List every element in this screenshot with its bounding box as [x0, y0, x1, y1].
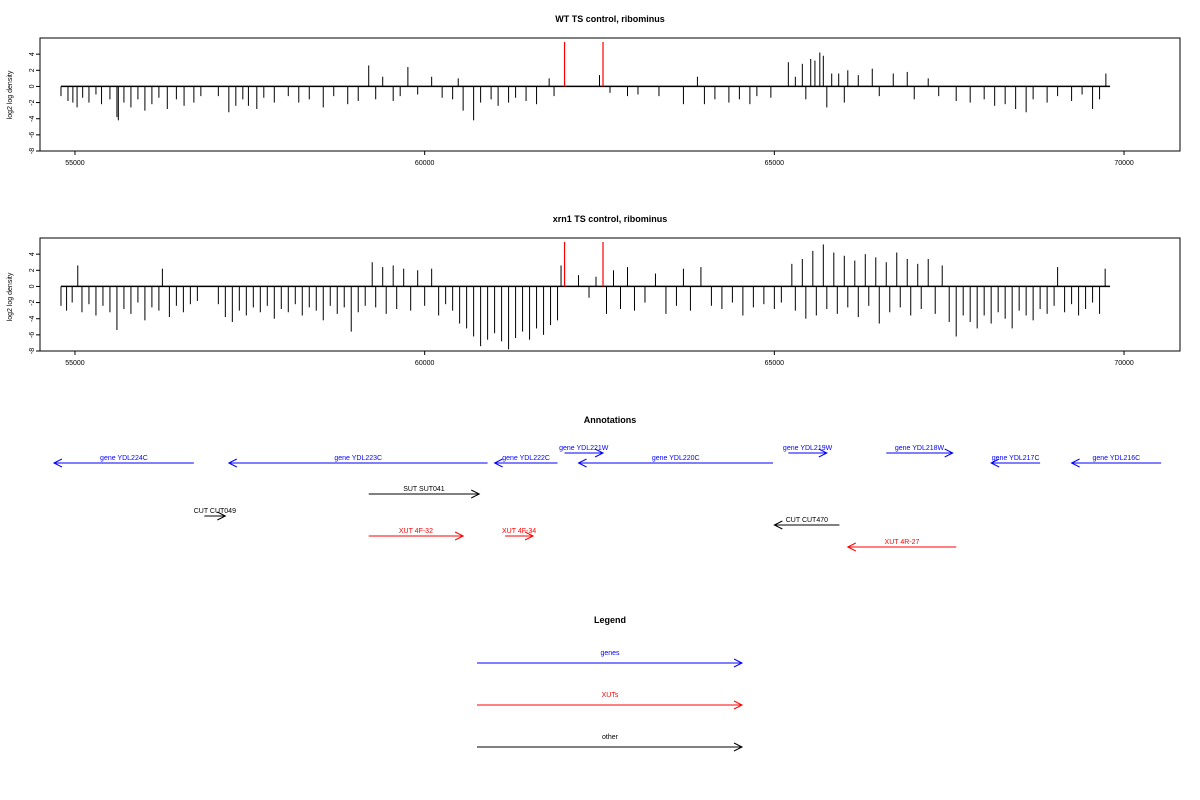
wt-title: WT TS control, ribominus — [555, 14, 665, 24]
wt-y-tick-label: 0 — [29, 84, 36, 88]
annotation-arrow — [886, 448, 954, 458]
xrn1-y-axis: -8 -6 -4 -2 0 2 4 — [29, 252, 41, 354]
annotation-label: gene YDL216C — [1092, 455, 1140, 462]
annotation-arrow — [52, 458, 194, 468]
wt-y-tick-label: -4 — [29, 116, 36, 122]
annotation-arrow — [1070, 458, 1162, 468]
annotation-arrow — [204, 511, 227, 521]
legend-items: genes XUTs other — [477, 650, 744, 752]
annotation-label: CUT CUT470 — [786, 517, 828, 524]
wt-y-tick-label: -2 — [29, 99, 36, 105]
annotation-label: gene YDL221W — [559, 445, 609, 452]
legend-label: genes — [600, 650, 620, 657]
wt-y-tick-label: 4 — [29, 52, 36, 56]
annotation-arrow — [493, 458, 558, 468]
xrn1-panel: xrn1 TS control, ribominus log2 log dens… — [7, 214, 1181, 367]
annotation-label: XUT 4R-27 — [885, 539, 920, 546]
xrn1-plot-frame — [39, 237, 1181, 352]
annotation-label: gene YDL218W — [895, 445, 945, 452]
annotation-arrow — [368, 531, 465, 541]
annotation-arrow — [577, 458, 773, 468]
annotation-arrow — [368, 489, 481, 499]
annotation-label: gene YDL219W — [783, 445, 833, 452]
wt-x-tick-label: 55000 — [65, 160, 85, 167]
legend-arrow — [477, 700, 744, 710]
xrn1-x-axis: 55000 60000 65000 70000 — [65, 351, 1134, 367]
annotation-label: CUT CUT049 — [194, 508, 236, 515]
legend-title: Legend — [594, 615, 626, 625]
annotation-label: gene YDL220C — [652, 455, 700, 462]
wt-markers — [563, 42, 604, 87]
xrn1-x-tick-label: 65000 — [765, 360, 785, 367]
xrn1-y-tick-label: 4 — [29, 252, 36, 256]
annotation-label: gene YDL222C — [502, 455, 550, 462]
xrn1-y-tick-label: 2 — [29, 268, 36, 272]
wt-bars — [60, 52, 1107, 121]
xrn1-x-tick-label: 60000 — [415, 360, 435, 367]
annotation-label: gene YDL224C — [100, 455, 148, 462]
annotations-panel: Annotations gene YDL224C gene YDL223C gene… — [52, 415, 1162, 552]
annotation-label: XUT 4F-34 — [502, 528, 536, 535]
xrn1-bars — [60, 244, 1106, 350]
annotation-arrow — [227, 458, 488, 468]
legend-panel: Legend genes XUTs other — [477, 615, 744, 752]
wt-x-tick-label: 65000 — [765, 160, 785, 167]
xrn1-x-tick-label: 70000 — [1114, 360, 1134, 367]
xrn1-y-tick-label: -2 — [29, 299, 36, 305]
xrn1-y-tick-label: -4 — [29, 316, 36, 322]
xrn1-y-tick-label: -6 — [29, 332, 36, 338]
annotation-arrow — [990, 458, 1041, 468]
annotation-arrow — [788, 448, 828, 458]
legend-arrow — [477, 742, 744, 752]
wt-panel: WT TS control, ribominus log2 log densit… — [7, 14, 1181, 167]
xrn1-title: xrn1 TS control, ribominus — [553, 214, 668, 224]
annotation-arrow — [773, 520, 840, 530]
wt-y-axis: -8 -6 -4 -2 0 2 4 — [29, 52, 41, 154]
wt-y-tick-label: 2 — [29, 68, 36, 72]
annotation-arrow — [564, 448, 605, 458]
legend-arrow — [477, 658, 744, 668]
legend-label: XUTs — [602, 692, 619, 699]
annotations-title: Annotations — [584, 415, 637, 425]
wt-x-tick-label: 60000 — [415, 160, 435, 167]
wt-plot-frame — [39, 37, 1181, 152]
annotation-label: gene YDL223C — [334, 455, 382, 462]
xrn1-markers — [563, 242, 604, 287]
xrn1-y-tick-label: -8 — [29, 348, 36, 354]
annotation-label: gene YDL217C — [992, 455, 1040, 462]
wt-x-tick-label: 70000 — [1114, 160, 1134, 167]
annotation-label: SUT SUT041 — [403, 486, 445, 493]
annotation-label: XUT 4F-32 — [399, 528, 433, 535]
xrn1-ylabel: log2 log density — [7, 272, 14, 321]
annotation-features: gene YDL224C gene YDL223C gene YDL222C gene… — [52, 445, 1162, 552]
wt-ylabel: log2 log density — [7, 70, 14, 119]
wt-x-axis: 55000 60000 65000 70000 — [65, 151, 1134, 167]
wt-y-tick-label: -8 — [29, 148, 36, 154]
legend-label: other — [602, 734, 619, 741]
xrn1-x-tick-label: 55000 — [65, 360, 85, 367]
xrn1-y-tick-label: 0 — [29, 284, 36, 288]
wt-y-tick-label: -6 — [29, 132, 36, 138]
annotation-arrow — [505, 531, 535, 541]
annotation-arrow — [846, 542, 957, 552]
